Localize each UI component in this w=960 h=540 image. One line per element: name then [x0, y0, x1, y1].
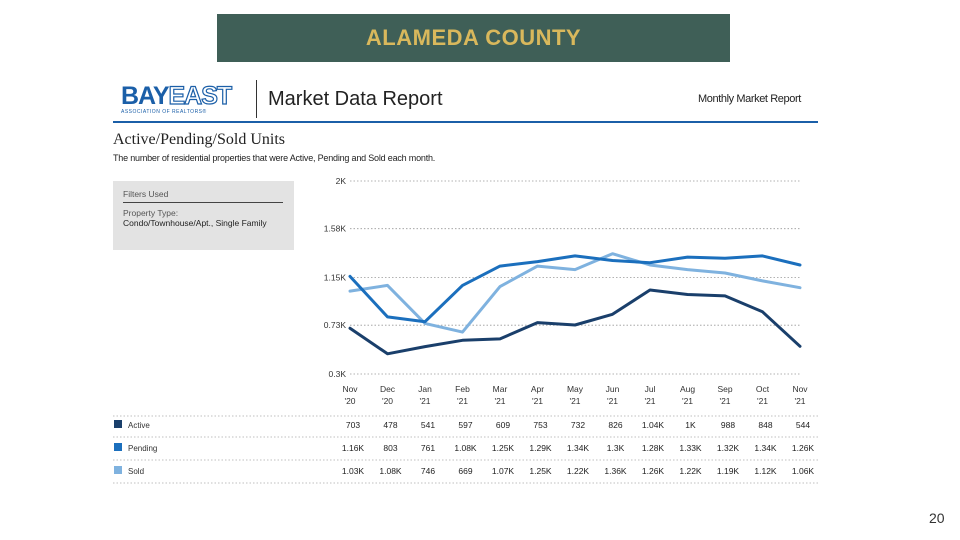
data-label: 1.25K [529, 466, 552, 476]
filters-heading: Filters Used [123, 189, 283, 203]
data-label: 988 [721, 420, 735, 430]
data-label: 1.19K [717, 466, 740, 476]
x-tick-month: Jun [606, 384, 620, 394]
legend-swatch-active [114, 420, 122, 428]
data-label: 826 [608, 420, 622, 430]
x-tick-year: '21 [644, 396, 655, 406]
data-label: 1.22K [567, 466, 590, 476]
data-label: 478 [383, 420, 397, 430]
data-label: 1.26K [642, 466, 665, 476]
data-label: 1.25K [492, 443, 515, 453]
data-label: 609 [496, 420, 510, 430]
data-label: 1.26K [792, 443, 815, 453]
legend-label-sold: Sold [128, 467, 144, 476]
x-tick-month: Jul [645, 384, 656, 394]
report-type-label: Monthly Market Report [698, 93, 801, 105]
x-tick-month: Mar [493, 384, 508, 394]
x-tick-year: '21 [607, 396, 618, 406]
data-label: 544 [796, 420, 810, 430]
y-tick-label: 1.15K [324, 273, 347, 283]
data-label: 746 [421, 466, 435, 476]
x-tick-month: Sep [717, 384, 732, 394]
data-label: 1.33K [679, 443, 702, 453]
x-tick-month: Jan [418, 384, 432, 394]
bay-east-logo: BAYEAST ASSOCIATION OF REALTORS® [121, 82, 233, 115]
data-label: 1.16K [342, 443, 365, 453]
property-type-value: Condo/Townhouse/Apt., Single Family [123, 218, 267, 228]
data-label: 1.34K [567, 443, 590, 453]
section-title: Active/Pending/Sold Units [113, 131, 285, 148]
data-label: 1.07K [492, 466, 515, 476]
y-tick-label: 2K [336, 176, 347, 186]
filters-panel: Filters Used Property Type: Condo/Townho… [113, 181, 294, 250]
x-tick-month: Aug [680, 384, 695, 394]
data-label: 1.03K [342, 466, 365, 476]
x-tick-year: '21 [569, 396, 580, 406]
x-tick-month: Apr [531, 384, 544, 394]
data-label: 1.29K [529, 443, 552, 453]
banner-title: ALAMEDA COUNTY [365, 25, 582, 50]
legend-label-active: Active [128, 421, 150, 430]
y-tick-label: 0.73K [324, 320, 347, 330]
x-tick-year: '21 [494, 396, 505, 406]
data-label: 1.3K [607, 443, 625, 453]
x-tick-year: '21 [457, 396, 468, 406]
data-label: 761 [421, 443, 435, 453]
series-line-pending [348, 254, 802, 324]
data-label: 597 [458, 420, 472, 430]
data-label: 1.22K [679, 466, 702, 476]
x-tick-year: '21 [719, 396, 730, 406]
x-tick-month: Feb [455, 384, 470, 394]
x-tick-year: '21 [794, 396, 805, 406]
data-label: 669 [458, 466, 472, 476]
data-label: 848 [758, 420, 772, 430]
header-divider [256, 80, 257, 118]
series-line-sold [348, 252, 802, 334]
x-tick-year: '21 [532, 396, 543, 406]
data-label: 753 [533, 420, 547, 430]
y-tick-label: 1.58K [324, 224, 347, 234]
legend-swatch-pending [114, 443, 122, 451]
section-subtitle: The number of residential properties tha… [113, 153, 436, 163]
data-label: 1.12K [754, 466, 777, 476]
legend-label-pending: Pending [128, 444, 157, 453]
x-tick-month: May [567, 384, 584, 394]
data-label: 1.34K [754, 443, 777, 453]
data-label: 732 [571, 420, 585, 430]
x-tick-year: '21 [757, 396, 768, 406]
x-tick-year: '20 [382, 396, 393, 406]
data-label: 1.36K [604, 466, 627, 476]
x-tick-year: '20 [344, 396, 355, 406]
data-label: 1.06K [792, 466, 815, 476]
y-tick-label: 0.3K [329, 369, 347, 379]
data-label: 1.32K [717, 443, 740, 453]
data-label: 1.08K [454, 443, 477, 453]
data-label: 803 [383, 443, 397, 453]
legend-swatch-sold [114, 466, 122, 474]
x-tick-month: Nov [792, 384, 808, 394]
page-number: 20 [929, 510, 945, 526]
report-title: Market Data Report [268, 88, 443, 110]
data-label: 1.08K [379, 466, 402, 476]
x-tick-month: Nov [342, 384, 358, 394]
x-tick-year: '21 [682, 396, 693, 406]
data-label: 703 [346, 420, 360, 430]
data-label: 1.28K [642, 443, 665, 453]
property-type-label: Property Type: [123, 208, 179, 218]
data-label: 1.04K [642, 420, 665, 430]
title-banner: ALAMEDA COUNTY [217, 14, 730, 62]
x-tick-month: Dec [380, 384, 396, 394]
series-line-active [348, 288, 802, 356]
header-rule [113, 121, 818, 123]
x-tick-month: Oct [756, 384, 770, 394]
x-tick-year: '21 [419, 396, 430, 406]
data-label: 1K [685, 420, 696, 430]
data-label: 541 [421, 420, 435, 430]
